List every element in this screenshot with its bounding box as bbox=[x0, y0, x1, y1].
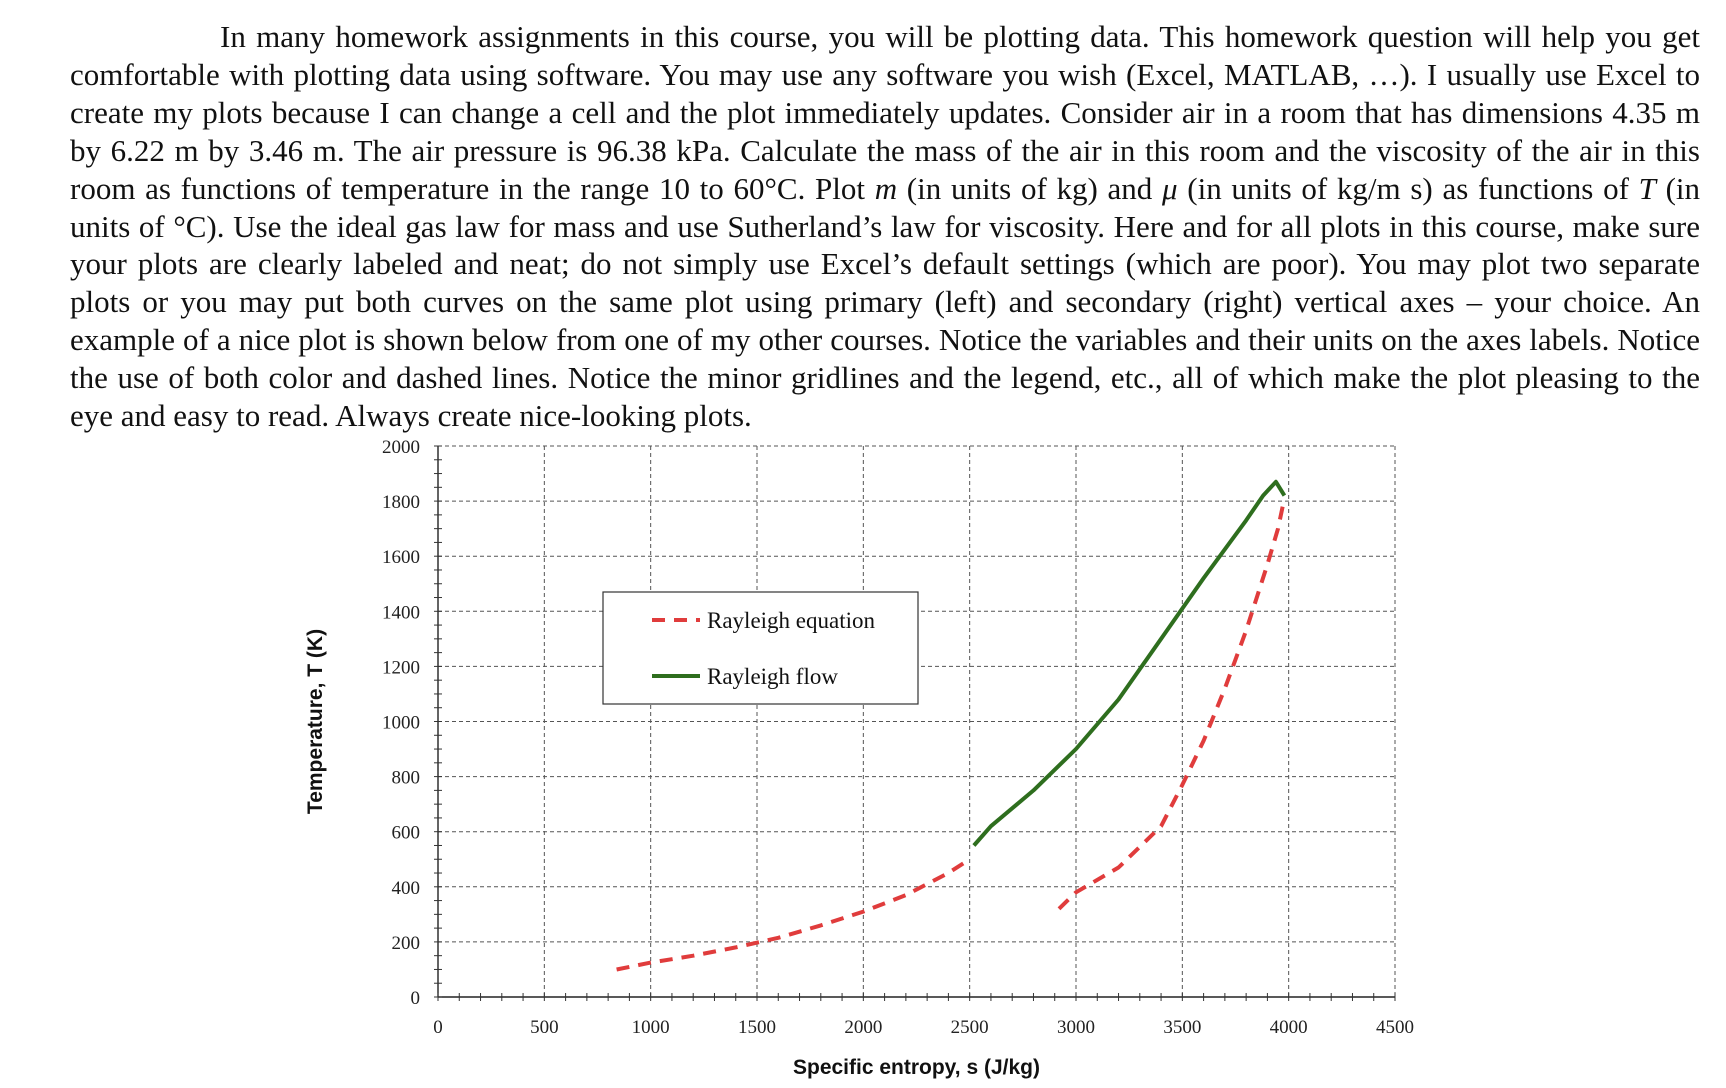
y-tick-label: 1600 bbox=[382, 547, 420, 568]
y-tick-label: 2000 bbox=[382, 437, 420, 458]
paragraph-text: (in units of kg) and bbox=[897, 170, 1162, 206]
tick-labels: 0 500 1000 1500 2000 2500 3000 3500 4000 4500 0 200… bbox=[382, 437, 1414, 1038]
x-tick-label: 0 bbox=[433, 1017, 443, 1038]
paragraph-text: (in units of °C). Use the ideal gas law … bbox=[70, 170, 1701, 434]
x-tick-label: 2500 bbox=[951, 1017, 989, 1038]
italic-variable: m bbox=[874, 170, 898, 206]
y-tick-label: 400 bbox=[392, 878, 421, 899]
y-tick-label: 1800 bbox=[382, 492, 420, 513]
homework-paragraph: In many homework assignments in this cou… bbox=[70, 18, 1700, 435]
x-tick-label: 3500 bbox=[1163, 1017, 1201, 1038]
series-group bbox=[616, 479, 1287, 972]
y-tick-label: 0 bbox=[411, 988, 421, 1009]
y-axis-label: Temperature, T (K) bbox=[304, 629, 327, 814]
x-axis-label: Specific entropy, s (J/kg) bbox=[793, 1056, 1040, 1079]
x-tick-label: 1000 bbox=[632, 1017, 670, 1038]
x-tick-label: 4500 bbox=[1376, 1017, 1414, 1038]
paragraph-text: (in units of kg/m s) as functions of bbox=[1177, 170, 1639, 206]
y-tick-label: 800 bbox=[392, 768, 421, 789]
y-tick-label: 1200 bbox=[382, 657, 420, 678]
x-tick-label: 1500 bbox=[738, 1017, 776, 1038]
series-line-rayleigh-equation bbox=[1057, 497, 1287, 911]
x-tick-label: 500 bbox=[530, 1017, 559, 1038]
legend: Rayleigh equation Rayleigh flow bbox=[602, 591, 919, 705]
gridlines bbox=[438, 445, 1396, 997]
legend-label: Rayleigh flow bbox=[707, 664, 838, 689]
x-tick-label: 4000 bbox=[1270, 1017, 1308, 1038]
paragraph-text: In many homework assignments in this cou… bbox=[70, 19, 1700, 206]
x-tick-label: 3000 bbox=[1057, 1017, 1095, 1038]
italic-variable: μ bbox=[1161, 170, 1178, 206]
y-tick-label: 1000 bbox=[382, 713, 420, 734]
legend-label: Rayleigh equation bbox=[707, 608, 875, 633]
y-tick-label: 1400 bbox=[382, 602, 420, 623]
legend-box bbox=[602, 591, 919, 705]
y-tick-label: 200 bbox=[392, 933, 421, 954]
axes bbox=[434, 445, 1396, 1001]
series-line-rayleigh-equation bbox=[616, 857, 971, 972]
series-line-rayleigh-flow bbox=[972, 479, 1287, 847]
italic-variable: T bbox=[1638, 170, 1656, 206]
y-tick-label: 600 bbox=[392, 823, 421, 844]
x-tick-label: 2000 bbox=[844, 1017, 882, 1038]
